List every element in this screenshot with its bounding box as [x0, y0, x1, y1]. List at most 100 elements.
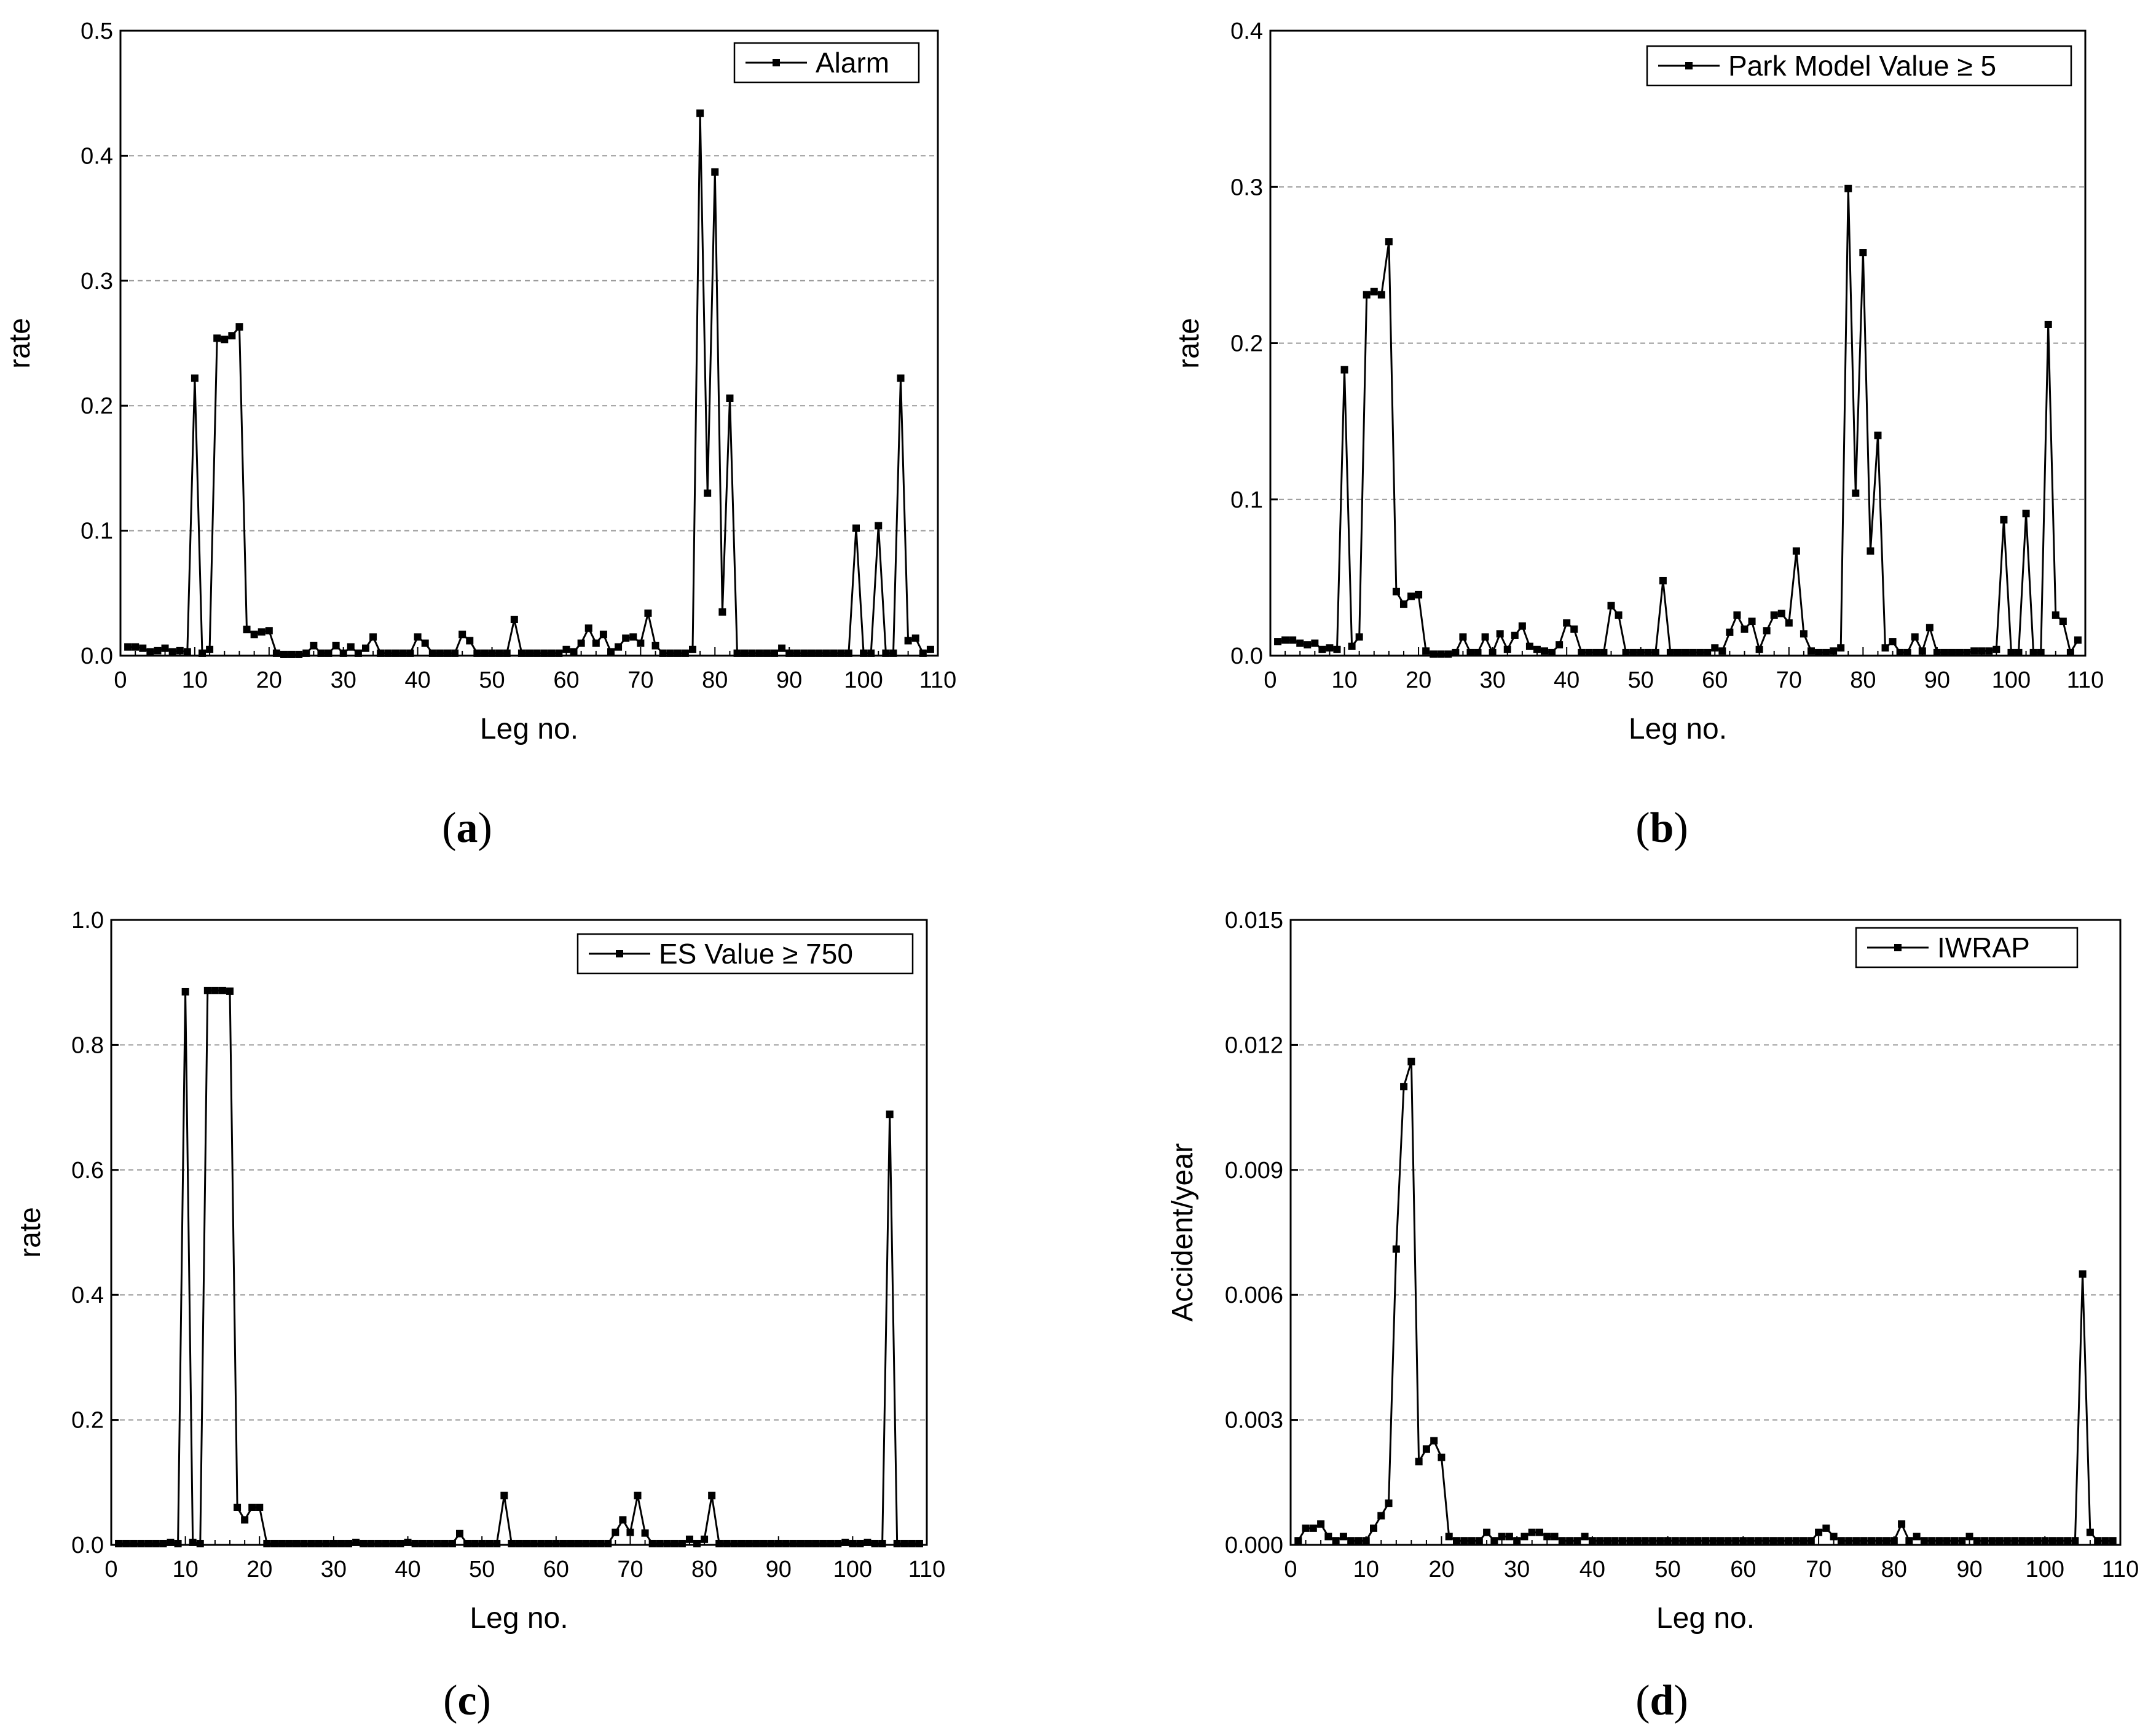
- data-point: [2056, 1537, 2064, 1545]
- data-point: [213, 334, 221, 342]
- data-point: [2018, 1537, 2026, 1545]
- data-point: [671, 1539, 679, 1547]
- data-point: [867, 649, 875, 657]
- x-tick-label: 0: [114, 667, 127, 693]
- data-point: [1807, 1537, 1815, 1545]
- data-point: [1475, 1537, 1483, 1545]
- data-point: [1874, 431, 1882, 439]
- data-point: [886, 1110, 894, 1118]
- data-point: [1304, 641, 1312, 649]
- data-point: [1882, 1537, 1890, 1545]
- data-point: [1453, 1537, 1460, 1545]
- data-point: [1815, 1528, 1823, 1536]
- y-tick-label: 0.2: [71, 1408, 104, 1434]
- data-point: [1709, 1537, 1717, 1545]
- data-point: [1671, 1537, 1679, 1545]
- data-point: [154, 646, 162, 654]
- data-point: [919, 649, 927, 657]
- data-point: [1347, 1537, 1355, 1545]
- data-point: [1324, 1533, 1332, 1541]
- data-point: [293, 1539, 301, 1547]
- data-point: [1422, 1445, 1430, 1453]
- data-point: [451, 649, 459, 657]
- data-point: [1763, 627, 1771, 635]
- data-point: [863, 1538, 871, 1546]
- data-point: [500, 1491, 508, 1499]
- x-tick-label: 80: [691, 1557, 717, 1582]
- chart-panel-a: 0.0 0.1 0.2 0.3 0.4 0.5 0 10 20 30 40 50 60 70 80 90 100…: [4, 18, 956, 852]
- data-point: [830, 649, 838, 657]
- data-point: [648, 1539, 656, 1547]
- data-point: [272, 649, 280, 657]
- x-tick-label: 90: [766, 1557, 792, 1582]
- data-point: [332, 642, 340, 650]
- data-point: [1430, 1437, 1438, 1445]
- data-point: [124, 643, 132, 651]
- y-tick-label: 0.2: [81, 393, 113, 419]
- data-point: [463, 1539, 471, 1547]
- data-point: [1792, 547, 1800, 555]
- data-point: [629, 633, 637, 641]
- data-point: [827, 1539, 835, 1547]
- data-point: [763, 649, 771, 657]
- data-point: [597, 1539, 605, 1547]
- data-point: [548, 649, 556, 657]
- data-point: [2086, 1528, 2094, 1536]
- data-point: [530, 1539, 538, 1547]
- y-tick-label: 0.8: [71, 1032, 104, 1058]
- data-point: [545, 1539, 553, 1547]
- legend: Alarm: [733, 42, 920, 84]
- data-point: [1392, 587, 1400, 595]
- data-point: [1340, 366, 1348, 374]
- y-tick-label: 0.3: [1230, 175, 1263, 200]
- data-point: [1311, 639, 1319, 647]
- data-point: [1770, 611, 1778, 619]
- x-tick-label: 90: [1924, 667, 1950, 693]
- data-point: [1903, 648, 1911, 656]
- data-point: [132, 643, 140, 651]
- data-point: [1762, 1537, 1770, 1545]
- data-point: [745, 1539, 753, 1547]
- y-tick-label: 0.4: [71, 1282, 104, 1308]
- data-point: [515, 1539, 523, 1547]
- data-point: [1607, 602, 1615, 610]
- y-axis-label: Accident/year: [1166, 1143, 1199, 1322]
- chart-panel-c: 0.0 0.2 0.4 0.6 0.8 1.0 0 10 20 30 40 50 60 70 80 90 100…: [14, 908, 945, 1724]
- data-point: [1585, 648, 1593, 656]
- data-point: [322, 1539, 330, 1547]
- data-point: [329, 1539, 337, 1547]
- data-point: [1551, 1533, 1559, 1541]
- x-tick-label: 10: [172, 1557, 198, 1582]
- data-point: [1679, 1537, 1687, 1545]
- data-point: [1792, 1537, 1800, 1545]
- data-point: [2022, 509, 2030, 517]
- data-point: [1641, 1537, 1649, 1545]
- data-point: [406, 649, 414, 657]
- x-axis-label: Leg no.: [1629, 713, 1727, 745]
- panel-label: (c): [443, 1677, 491, 1724]
- data-point: [473, 649, 481, 657]
- data-point: [1717, 1537, 1725, 1545]
- data-point: [1739, 1537, 1747, 1545]
- x-tick-label: 70: [1806, 1557, 1831, 1582]
- data-point: [1370, 1524, 1377, 1532]
- data-point: [804, 1539, 812, 1547]
- x-tick-label: 70: [617, 1557, 643, 1582]
- x-tick-label: 80: [1881, 1557, 1907, 1582]
- data-point: [174, 1539, 182, 1547]
- data-point: [1868, 1537, 1875, 1545]
- x-tick-label: 100: [2026, 1557, 2064, 1582]
- data-point: [288, 650, 296, 658]
- data-point: [302, 649, 310, 657]
- data-point: [1294, 1537, 1302, 1545]
- data-point: [1318, 645, 1326, 653]
- data-point: [495, 649, 503, 657]
- x-tick-label: 80: [702, 667, 728, 693]
- data-point: [774, 1539, 782, 1547]
- x-tick-label: 10: [1331, 667, 1357, 693]
- data-point: [641, 1529, 649, 1537]
- data-point: [738, 1539, 745, 1547]
- data-point: [1815, 648, 1823, 656]
- data-point: [258, 628, 266, 636]
